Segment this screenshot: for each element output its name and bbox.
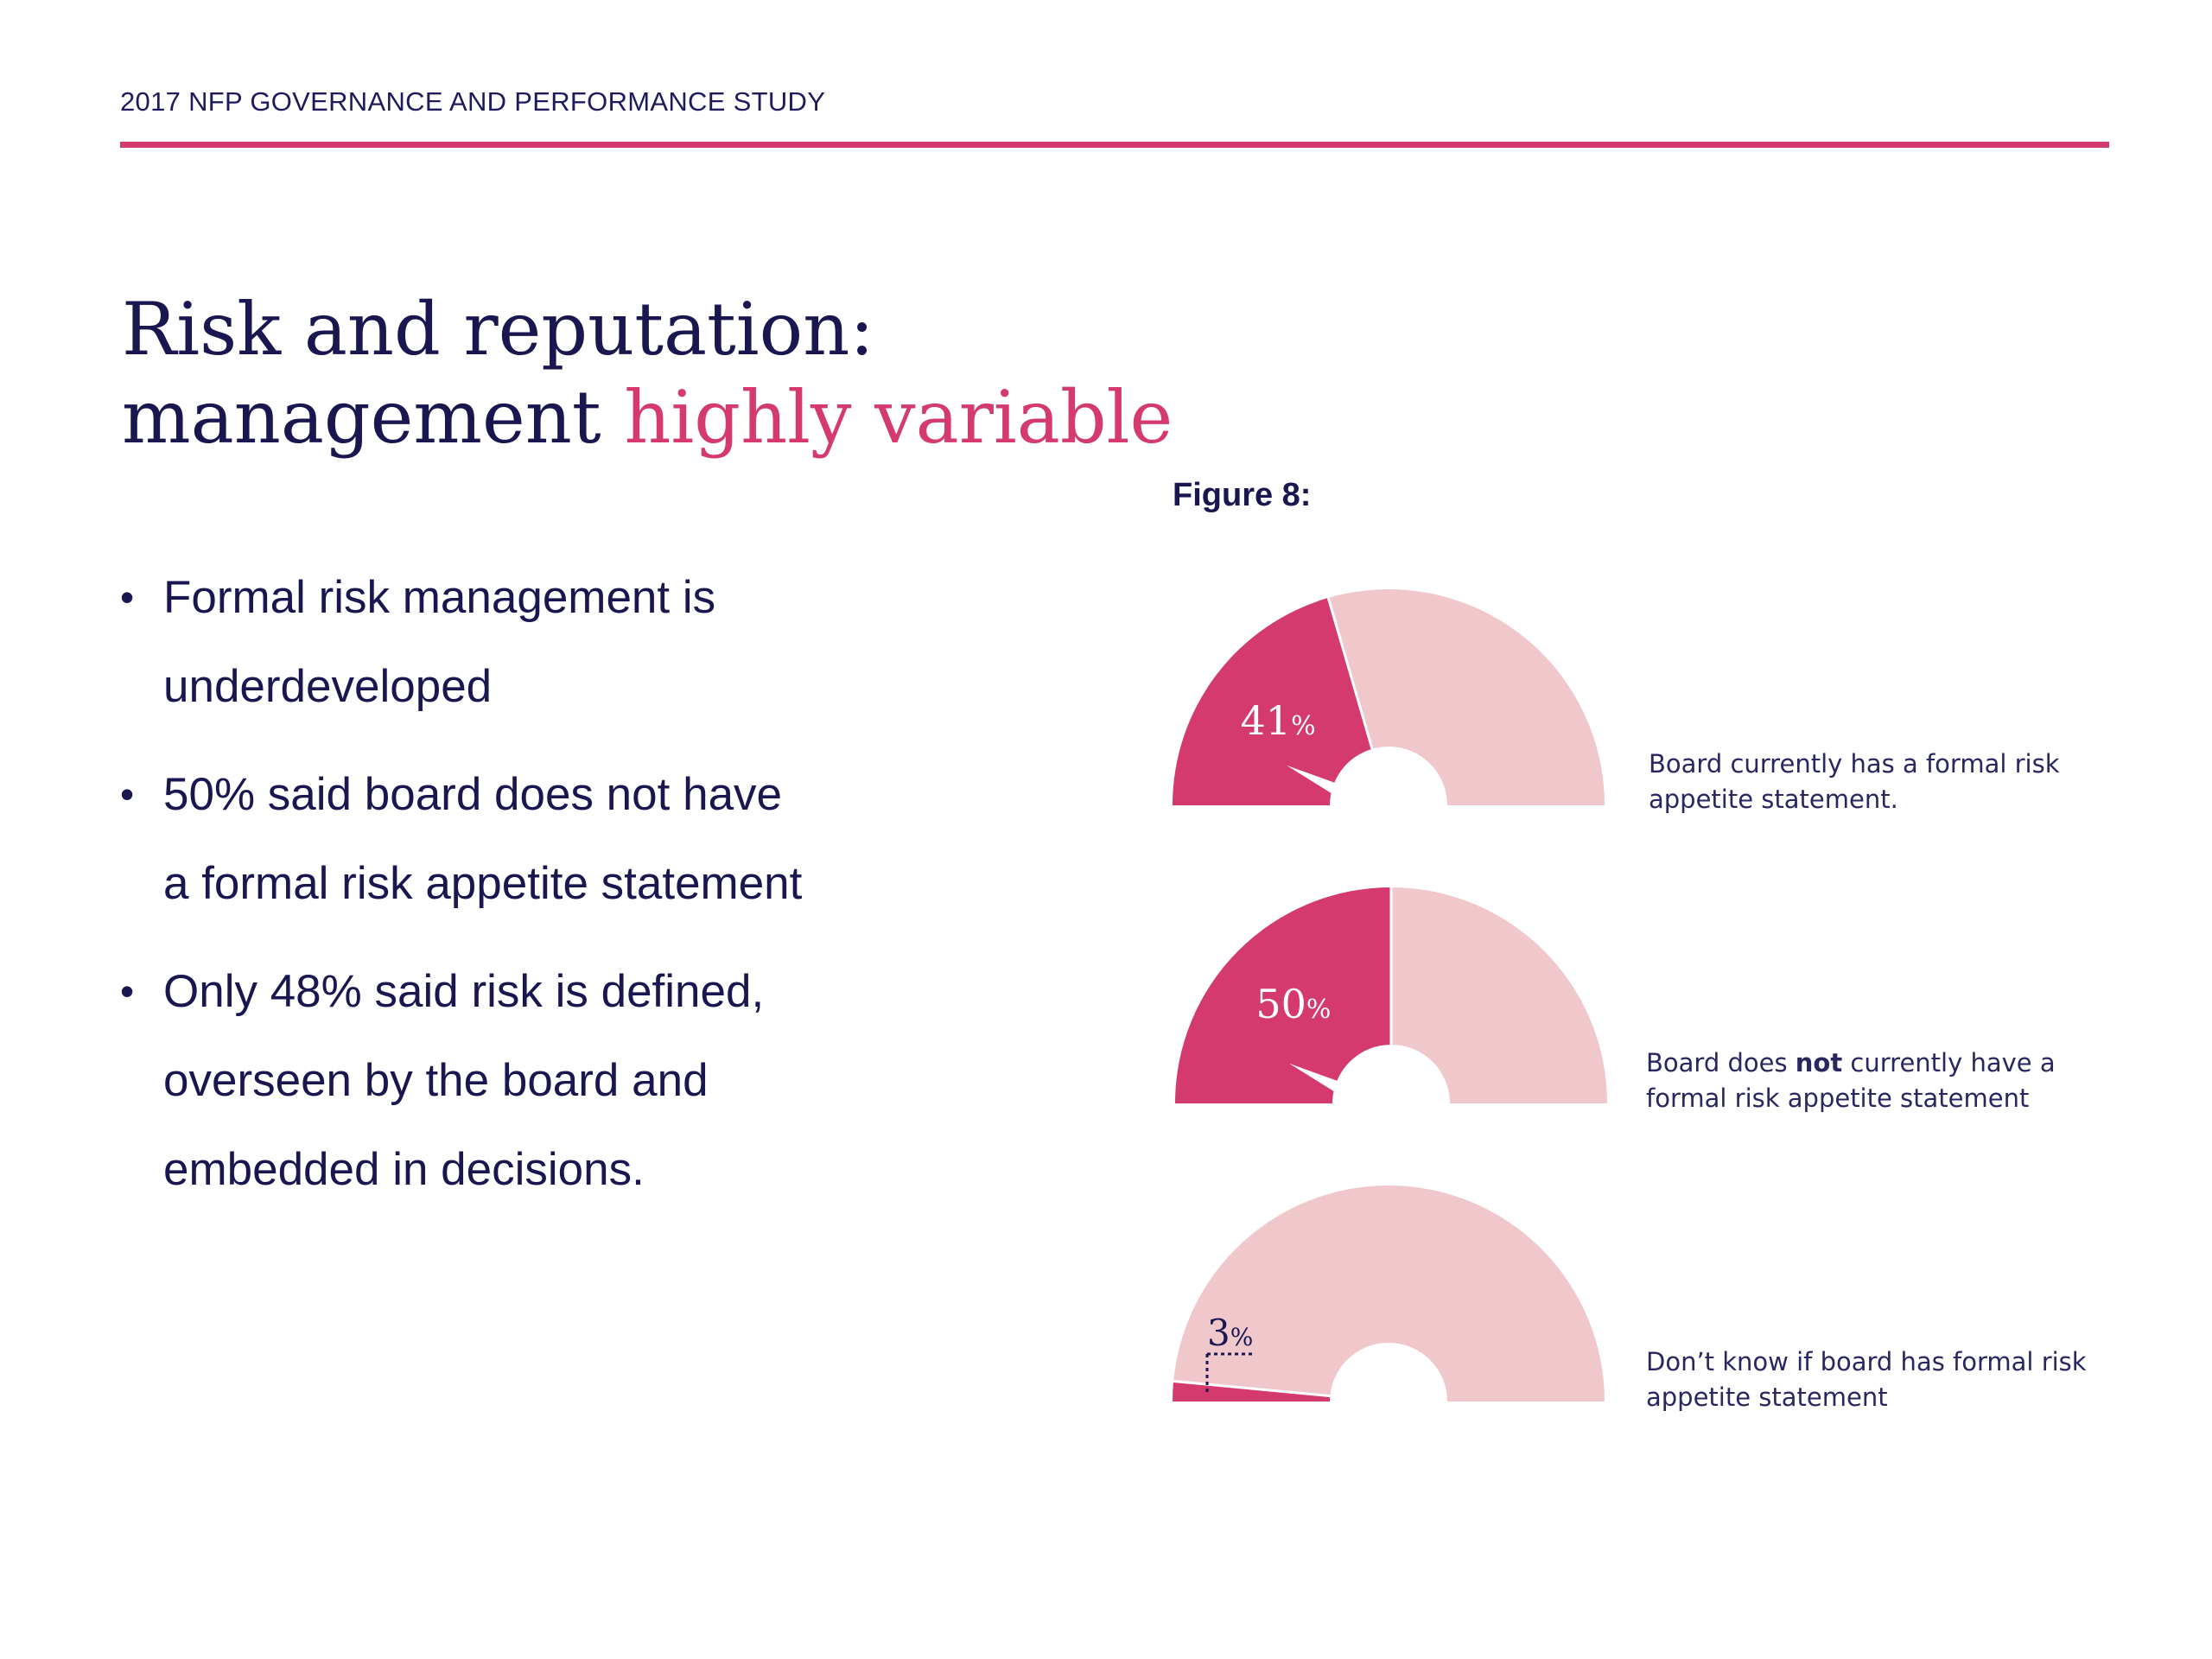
gauge-value-label: 41% <box>1241 697 1316 744</box>
bullet-line: embedded in decisions. <box>163 1144 645 1195</box>
bullet-line: overseen by the board and <box>163 1055 709 1106</box>
gauge-2: 50% <box>1175 887 1607 1103</box>
title-line-1: Risk and reputation: <box>122 287 874 372</box>
title-line-2: management <box>122 375 625 460</box>
bullet-item: Formal risk management is underdeveloped <box>120 553 1140 731</box>
gauge-value-label: 3% <box>1207 1312 1253 1354</box>
page-title: Risk and reputation: management highly v… <box>122 285 1173 461</box>
gauge-leader-line <box>1205 1352 1252 1395</box>
bullet-item: Only 48% said risk is defined, overseen … <box>120 947 1140 1214</box>
gauge-unit-label: % <box>1230 1323 1254 1351</box>
gauge-pointer <box>1287 765 1339 797</box>
description-text: currently have a formal risk appetite st… <box>1646 1048 2056 1113</box>
description-text: Don’t know if board has formal risk appe… <box>1646 1347 2087 1412</box>
gauge-description-1: Board currently has a formal risk appeti… <box>1649 747 2133 817</box>
description-text: Board does <box>1646 1048 1796 1077</box>
bullet-line: 50% said board does not have <box>163 769 783 820</box>
gauge-separator <box>1173 1379 1331 1398</box>
header-divider <box>120 142 2109 148</box>
gauge-value-arc <box>1173 597 1373 805</box>
description-text: Board currently has a formal risk appeti… <box>1649 749 2060 814</box>
bullet-item: 50% said board does not have a formal ri… <box>120 750 1140 928</box>
gauge-pointer <box>1289 1063 1342 1095</box>
description-bold: not <box>1795 1048 1843 1077</box>
gauge-unit-label: % <box>1291 711 1316 741</box>
bullet-line: a formal risk appetite statement <box>163 858 803 909</box>
gauge-description-3: Don’t know if board has formal risk appe… <box>1646 1344 2130 1415</box>
bullet-line: Formal risk management is <box>163 572 716 623</box>
gauge-description-2: Board does not currently have a formal r… <box>1646 1046 2130 1116</box>
gauge-value-arc <box>1173 1381 1331 1402</box>
study-header: 2017 NFP GOVERNANCE AND PERFORMANCE STUD… <box>120 86 826 117</box>
bullet-list: Formal risk management is underdeveloped… <box>120 553 1140 1233</box>
gauge-value-arc <box>1175 887 1391 1103</box>
gauge-separator <box>1326 597 1374 750</box>
bullet-line: Only 48% said risk is defined, <box>163 966 765 1017</box>
title-accent: highly variable <box>624 375 1173 460</box>
figure-label: Figure 8: <box>1173 477 1312 513</box>
gauge-1: 41% <box>1173 589 1605 805</box>
gauge-track <box>1173 1185 1605 1402</box>
gauge-unit-label: % <box>1306 995 1332 1025</box>
gauge-3: 3% <box>1173 1185 1605 1402</box>
bullet-line: underdeveloped <box>163 661 493 712</box>
